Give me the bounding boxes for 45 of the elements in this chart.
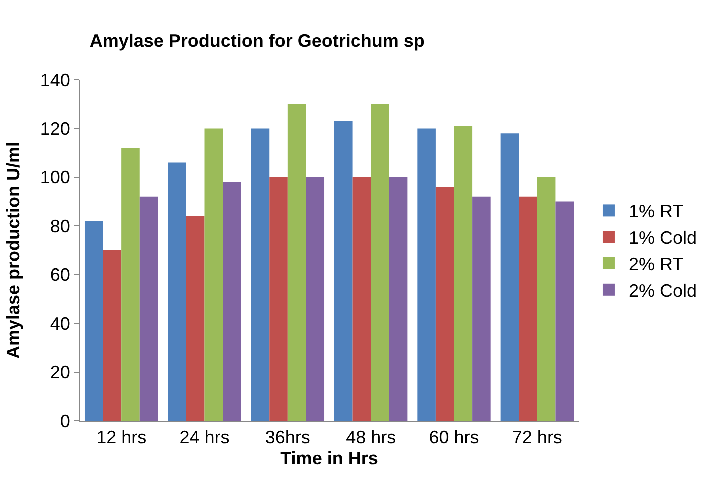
bar [472,196,491,421]
x-tick-label: 36hrs [265,428,310,448]
bar [84,221,104,421]
x-tick-label: 48 hrs [346,428,396,448]
y-tick-label: 140 [40,70,70,90]
bar [418,128,436,421]
bar [103,250,122,421]
x-tick-label: 72 hrs [512,428,562,448]
bar [204,128,224,421]
bar [556,202,574,421]
x-tick-label: 60 hrs [429,428,480,448]
bar [122,148,140,421]
y-tick-label: 60 [50,265,70,286]
y-tick-label: 0 [60,411,70,432]
bar [352,177,372,421]
y-axis-title: Amylase production U/ml [4,142,24,360]
bar [500,134,520,421]
x-axis-title: Time in Hrs [280,448,378,469]
legend-label: 2% RT [628,254,684,275]
bar [251,128,270,421]
y-tick-label: 20 [50,362,70,383]
bar [270,177,288,421]
bar [140,196,158,421]
legend-label: 1% RT [628,202,684,222]
bar [389,177,408,421]
bar [288,104,306,421]
bar [519,196,538,421]
legend-label: 1% Cold [628,228,698,248]
bar [223,182,242,421]
y-tick-label: 40 [50,314,70,334]
y-tick-label: 100 [40,168,70,188]
y-tick-label: 80 [50,216,70,236]
bar [334,121,353,421]
bar [306,177,325,421]
bar [371,104,390,421]
x-tick-label: 12 hrs [96,428,147,448]
bar [537,177,556,421]
y-tick-label: 120 [40,119,70,140]
x-tick-label: 24 hrs [180,428,230,448]
bar [436,187,454,421]
legend-label: 2% Cold [628,280,698,301]
bar [186,216,205,421]
chart-title: Amylase Production for Geotrichum sp [90,30,425,51]
bar [454,126,473,421]
bar [168,162,186,421]
